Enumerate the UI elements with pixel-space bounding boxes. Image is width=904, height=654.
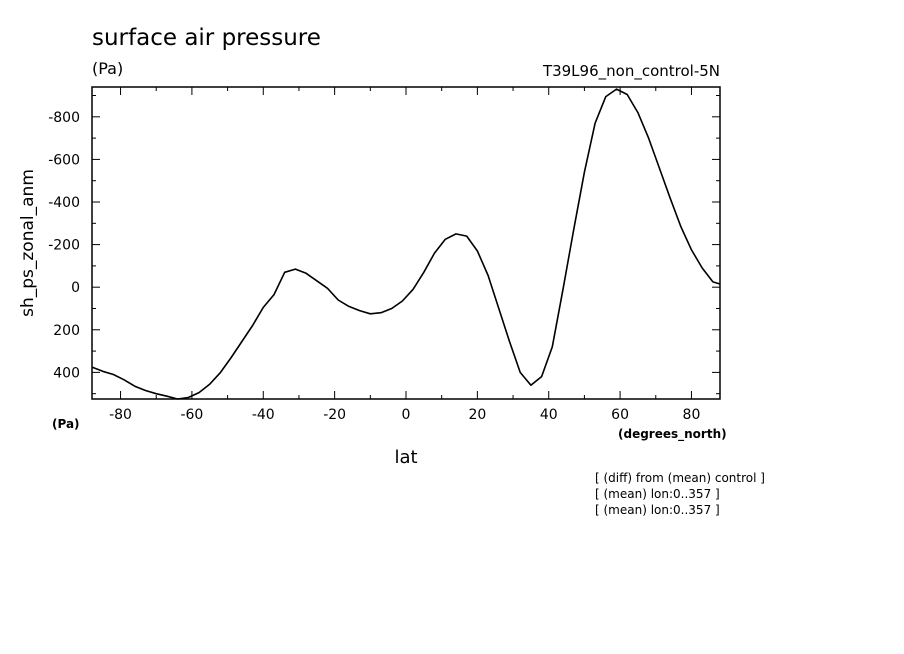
x-tick-label: -60 <box>180 407 203 423</box>
footer-note-2: [ (mean) lon:0..357 ] <box>595 487 720 501</box>
x-tick-label: 60 <box>611 407 629 423</box>
y-tick-label: 200 <box>53 323 80 339</box>
footer-note-3: [ (mean) lon:0..357 ] <box>595 503 720 517</box>
y-tick-label: -600 <box>48 152 80 168</box>
x-tick-label: 80 <box>683 407 701 423</box>
y-tick-label: -200 <box>48 238 80 254</box>
x-tick-label: -40 <box>252 407 275 423</box>
footer-note-1: [ (diff) from (mean) control ] <box>595 471 765 485</box>
y-axis-ticks <box>92 95 720 395</box>
y-tick-label: -400 <box>48 195 80 211</box>
units-label: (Pa) <box>92 59 123 78</box>
y-tick-label: -800 <box>48 110 80 126</box>
y-axis-tick-labels: -800 -600 -400 -200 0 200 400 <box>48 110 80 382</box>
x-axis-ticks <box>120 87 692 399</box>
x-tick-label: -20 <box>323 407 346 423</box>
y-tick-label: 0 <box>71 280 80 296</box>
x-tick-label: 40 <box>540 407 558 423</box>
plot-frame <box>91 86 721 400</box>
x-units-label: (degrees_north) <box>618 427 727 442</box>
series-line <box>91 88 721 400</box>
x-tick-label: 20 <box>468 407 486 423</box>
y-tick-label: 400 <box>53 365 80 381</box>
y-axis-label: sh_ps_zonal_anm <box>18 169 38 317</box>
x-tick-label: -80 <box>109 407 132 423</box>
x-axis-tick-labels: -80 -60 -40 -20 0 20 40 60 80 <box>109 407 700 423</box>
run-label: T39L96_non_control-5N <box>542 62 720 81</box>
x-tick-label: 0 <box>402 407 411 423</box>
y-units-label: (Pa) <box>52 417 80 431</box>
x-axis-label: lat <box>394 447 417 468</box>
chart-title: surface air pressure <box>92 25 321 51</box>
